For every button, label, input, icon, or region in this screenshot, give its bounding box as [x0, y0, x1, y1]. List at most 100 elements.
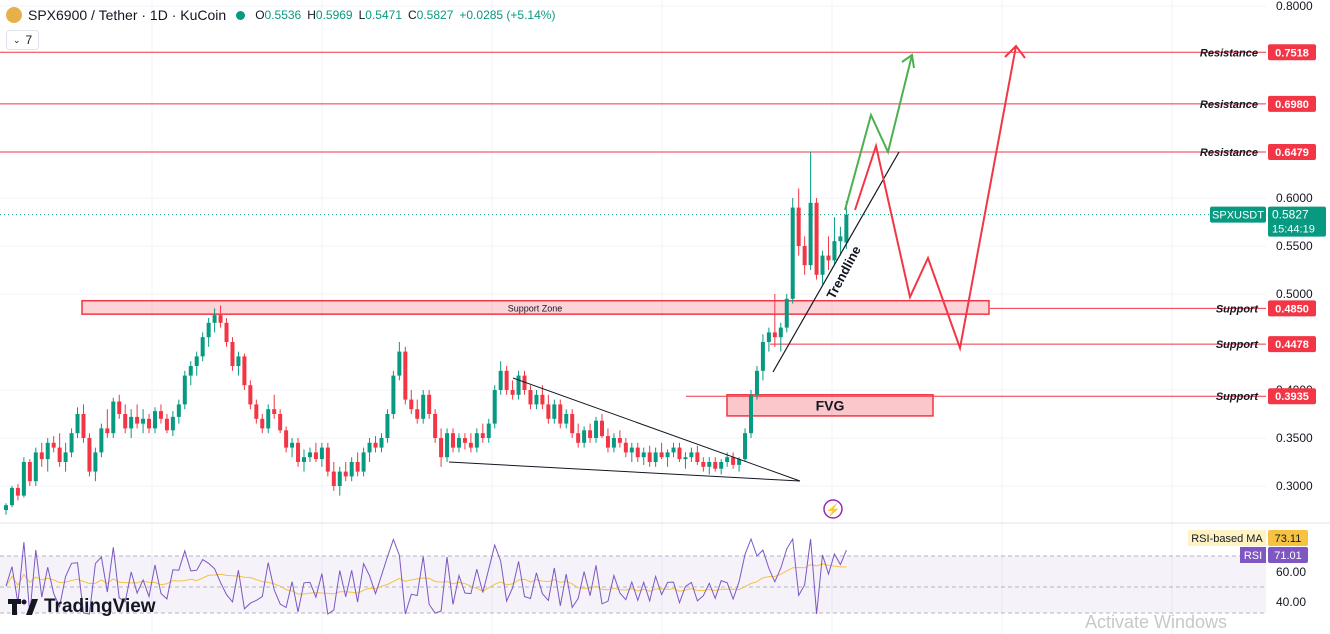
price-tick: 0.5000	[1276, 287, 1313, 301]
candle-body	[337, 471, 342, 486]
candle-body	[623, 442, 628, 453]
candle-body	[844, 214, 849, 243]
rsi-name-tag	[1240, 547, 1266, 563]
candle-body	[93, 452, 98, 472]
candle-body	[439, 438, 444, 458]
tradingview-logo-icon	[8, 599, 38, 615]
level-price-tag	[1268, 95, 1316, 112]
candle-body	[63, 452, 68, 462]
candle-body	[361, 452, 366, 472]
candle-body	[468, 442, 473, 448]
candle-body	[820, 255, 825, 275]
candle-body	[796, 207, 801, 246]
chevron-down-icon: ⌄	[13, 34, 21, 45]
candle-body	[278, 414, 283, 431]
candle-body	[188, 366, 193, 376]
candle-body	[701, 462, 706, 467]
candle-body	[141, 418, 146, 424]
candle-body	[790, 207, 795, 299]
candle-body	[164, 418, 169, 431]
level-price-value: 0.3935	[1275, 391, 1309, 403]
drawing-layer: Trendline⚡	[448, 44, 1026, 519]
candle-body	[153, 411, 157, 429]
candle-body	[111, 401, 116, 434]
rsi-ma-name: RSI-based MA	[1191, 533, 1263, 545]
level-price-value: 0.4850	[1275, 303, 1309, 315]
candle-body	[772, 332, 777, 338]
candle-body	[75, 414, 80, 434]
candle-body	[802, 246, 807, 266]
candle-body	[367, 442, 372, 453]
candle-body	[534, 394, 539, 405]
candle-body	[576, 433, 581, 443]
candle-body	[105, 428, 110, 434]
candle-body	[528, 390, 533, 405]
level-name: Resistance	[1200, 147, 1258, 159]
rsi-tick: 40.00	[1276, 595, 1306, 609]
candle-body	[135, 416, 140, 424]
change-value: +0.0285 (+5.14%)	[459, 8, 556, 22]
level-price-tag	[1268, 44, 1316, 61]
candle-body	[57, 447, 62, 462]
candle-body	[21, 462, 26, 496]
level-price-value: 0.6479	[1275, 147, 1309, 159]
candle-body	[385, 414, 390, 438]
last-price-tag	[1268, 206, 1326, 237]
rsi-value: 71.01	[1274, 550, 1302, 562]
candle-body	[284, 430, 289, 448]
candle-body	[808, 202, 813, 266]
candle-body	[123, 414, 128, 429]
candle-body	[117, 401, 122, 414]
candle-body	[33, 452, 38, 482]
candle-body	[158, 411, 163, 419]
candle-body	[302, 457, 306, 462]
candle-body	[689, 452, 694, 458]
rsi-name: RSI	[1244, 550, 1262, 562]
candle-body	[760, 342, 765, 371]
rsi-panel: 60.00 40.00 RSI-based MA 73.11 RSI 71.01	[0, 522, 1330, 615]
candle-body	[480, 433, 485, 438]
candle-body	[87, 438, 92, 472]
os-watermark: Activate Windows	[1085, 612, 1228, 632]
candle-body	[403, 351, 408, 400]
candle-body	[498, 370, 503, 390]
candle-body	[456, 438, 461, 448]
candle-body	[176, 404, 181, 417]
candle-body	[99, 428, 104, 453]
candle-body	[266, 409, 271, 429]
candle-body	[331, 471, 336, 486]
rsi-ma-name-tag	[1188, 530, 1266, 546]
candle-body	[838, 236, 843, 242]
last-price-value: 0.5827	[1272, 208, 1309, 222]
candle-body	[9, 487, 14, 506]
symbol-title[interactable]: SPX6900 / Tether · 1D · KuCoin	[28, 7, 227, 23]
bearish-retest-path	[854, 45, 1017, 352]
candle-body	[194, 356, 199, 366]
candle-body	[605, 436, 610, 448]
symbol-tag-text: SPXUSDT	[1212, 210, 1264, 222]
level-labels: Resistance 0.7518 Resistance 0.6980 Resistan…	[1200, 44, 1326, 405]
candle-body	[725, 457, 730, 462]
candle-body	[659, 452, 664, 458]
candle-body	[754, 370, 759, 395]
candle-body	[290, 442, 295, 448]
candle-body	[319, 447, 324, 460]
candle-body	[713, 462, 718, 469]
candle-body	[564, 414, 569, 424]
rsi-ma-value-tag	[1268, 530, 1308, 546]
candle-body	[445, 433, 450, 458]
candle-body	[451, 433, 455, 448]
level-name: Support	[1216, 303, 1259, 315]
candle-body	[492, 390, 497, 424]
candle-body	[248, 385, 253, 405]
tradingview-logo[interactable]: TradingView	[8, 596, 156, 618]
candle-body	[200, 337, 205, 357]
candle-body	[743, 433, 748, 460]
candle-body	[272, 409, 277, 414]
wedge-lower-line	[448, 461, 801, 482]
indicators-toggle-button[interactable]: ⌄ 7	[6, 30, 40, 50]
candle-body	[474, 433, 479, 448]
candle-body	[212, 315, 217, 323]
candle-body	[635, 447, 640, 458]
